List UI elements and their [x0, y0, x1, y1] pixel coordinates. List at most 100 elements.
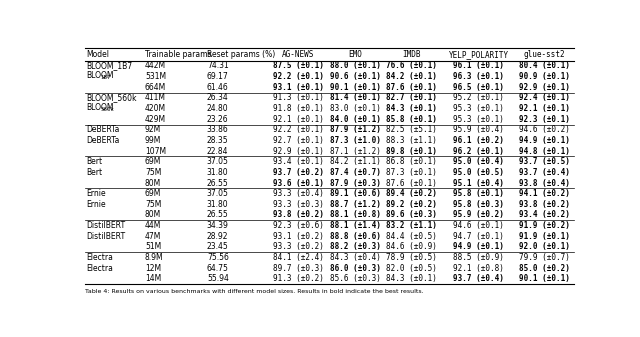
Text: 92.9 (±0.1): 92.9 (±0.1) [519, 83, 570, 92]
Text: 93.3 (±0.4): 93.3 (±0.4) [273, 189, 324, 198]
Text: 84.3 (±0.1): 84.3 (±0.1) [387, 104, 437, 113]
Text: 84.6 (±0.9): 84.6 (±0.9) [387, 242, 437, 251]
Text: 82.0 (±0.5): 82.0 (±0.5) [387, 264, 437, 273]
Text: 24.80: 24.80 [207, 104, 228, 113]
Text: 89.4 (±0.2): 89.4 (±0.2) [387, 189, 437, 198]
Text: BLOOM_1B7: BLOOM_1B7 [86, 61, 132, 70]
Text: 79.9 (±0.7): 79.9 (±0.7) [519, 253, 570, 262]
Text: 93.4 (±0.2): 93.4 (±0.2) [519, 210, 570, 219]
Text: 92.3 (±0.6): 92.3 (±0.6) [273, 221, 324, 230]
Text: 61.46: 61.46 [207, 83, 228, 92]
Text: 88.2 (±0.3): 88.2 (±0.3) [330, 242, 381, 251]
Text: 14M: 14M [145, 274, 161, 283]
Text: 86.0 (±0.3): 86.0 (±0.3) [330, 264, 381, 273]
Text: 84.1 (±2.4): 84.1 (±2.4) [273, 253, 324, 262]
Text: DeBERTa: DeBERTa [86, 125, 120, 134]
Text: 92.2 (±0.1): 92.2 (±0.1) [273, 125, 324, 134]
Text: 87.6 (±0.1): 87.6 (±0.1) [387, 179, 437, 187]
Text: 93.1 (±0.2): 93.1 (±0.2) [273, 232, 324, 241]
Text: 93.3 (±0.3): 93.3 (±0.3) [273, 200, 324, 209]
Text: 92.1 (±0.1): 92.1 (±0.1) [519, 104, 570, 113]
Text: 22.84: 22.84 [207, 147, 228, 156]
Text: 89.6 (±0.3): 89.6 (±0.3) [387, 210, 437, 219]
Text: 95.0 (±0.5): 95.0 (±0.5) [454, 168, 504, 177]
Text: 23.26: 23.26 [207, 115, 228, 124]
Text: 91.9 (±0.2): 91.9 (±0.2) [519, 221, 570, 230]
Text: 75.56: 75.56 [207, 253, 228, 262]
Text: 93.4 (±0.1): 93.4 (±0.1) [273, 157, 324, 166]
Text: 95.9 (±0.2): 95.9 (±0.2) [454, 210, 504, 219]
Text: 80M: 80M [145, 179, 161, 187]
Text: 12M: 12M [145, 264, 161, 273]
Text: 95.3 (±0.1): 95.3 (±0.1) [454, 104, 504, 113]
Text: Model: Model [86, 50, 109, 59]
Text: 80M: 80M [145, 210, 161, 219]
Text: Electra: Electra [86, 253, 113, 262]
Text: 93.7 (±0.5): 93.7 (±0.5) [519, 157, 570, 166]
Text: 34.39: 34.39 [207, 221, 228, 230]
Text: 96.1 (±0.1): 96.1 (±0.1) [454, 61, 504, 70]
Text: 92.1 (±0.8): 92.1 (±0.8) [454, 264, 504, 273]
Text: Trainable params: Trainable params [145, 50, 211, 59]
Text: 1B7: 1B7 [100, 75, 111, 80]
Text: 86.8 (±0.1): 86.8 (±0.1) [387, 157, 437, 166]
Text: 55.94: 55.94 [207, 274, 228, 283]
Text: 95.1 (±0.4): 95.1 (±0.4) [454, 179, 504, 187]
Text: 33.86: 33.86 [207, 125, 228, 134]
Text: 26.55: 26.55 [207, 210, 228, 219]
Text: 87.5 (±0.1): 87.5 (±0.1) [273, 61, 324, 70]
Text: 26.34: 26.34 [207, 93, 228, 102]
Text: Ernie: Ernie [86, 200, 106, 209]
Text: 95.9 (±0.4): 95.9 (±0.4) [454, 125, 504, 134]
Text: 96.2 (±0.1): 96.2 (±0.1) [454, 147, 504, 156]
Text: 90.1 (±0.1): 90.1 (±0.1) [330, 83, 381, 92]
Text: Table 4: Results on various benchmarks with different model sizes. Results in bo: Table 4: Results on various benchmarks w… [85, 289, 424, 294]
Text: 78.9 (±0.5): 78.9 (±0.5) [387, 253, 437, 262]
Text: 87.9 (±1.2): 87.9 (±1.2) [330, 125, 381, 134]
Text: 82.7 (±0.1): 82.7 (±0.1) [387, 93, 437, 102]
Text: 85.8 (±0.1): 85.8 (±0.1) [387, 115, 437, 124]
Text: 84.3 (±0.1): 84.3 (±0.1) [387, 274, 437, 283]
Text: 85.6 (±0.3): 85.6 (±0.3) [330, 274, 381, 283]
Text: AG-NEWS: AG-NEWS [282, 50, 314, 59]
Text: 99M: 99M [145, 136, 161, 145]
Text: 88.0 (±0.1): 88.0 (±0.1) [330, 61, 381, 70]
Text: 8.9M: 8.9M [145, 253, 164, 262]
Text: 88.8 (±0.6): 88.8 (±0.6) [330, 232, 381, 241]
Text: 93.8 (±0.4): 93.8 (±0.4) [519, 179, 570, 187]
Text: 96.1 (±0.2): 96.1 (±0.2) [454, 136, 504, 145]
Text: 90.9 (±0.1): 90.9 (±0.1) [519, 72, 570, 81]
Text: 93.1 (±0.1): 93.1 (±0.1) [273, 83, 324, 92]
Text: Electra: Electra [86, 264, 113, 273]
Text: 94.6 (±0.2): 94.6 (±0.2) [519, 125, 570, 134]
Text: DistilBERT: DistilBERT [86, 232, 125, 241]
Text: 28.35: 28.35 [207, 136, 228, 145]
Text: BLOOM: BLOOM [86, 103, 114, 112]
Text: 83.0 (±0.1): 83.0 (±0.1) [330, 104, 381, 113]
Text: 107M: 107M [145, 147, 166, 156]
Text: 95.2 (±0.1): 95.2 (±0.1) [454, 93, 504, 102]
Text: 87.4 (±0.7): 87.4 (±0.7) [330, 168, 381, 177]
Text: 92.2 (±0.1): 92.2 (±0.1) [273, 72, 324, 81]
Text: 95.0 (±0.4): 95.0 (±0.4) [454, 157, 504, 166]
Text: 92.4 (±0.1): 92.4 (±0.1) [519, 93, 570, 102]
Text: BLOOM: BLOOM [86, 71, 114, 80]
Text: 47M: 47M [145, 232, 161, 241]
Text: 92.7 (±0.1): 92.7 (±0.1) [273, 136, 324, 145]
Text: 89.7 (±0.3): 89.7 (±0.3) [273, 264, 324, 273]
Text: 23.45: 23.45 [207, 242, 228, 251]
Text: 88.3 (±1.1): 88.3 (±1.1) [387, 136, 437, 145]
Text: 84.2 (±1.1): 84.2 (±1.1) [330, 157, 381, 166]
Text: 531M: 531M [145, 72, 166, 81]
Text: 94.6 (±0.1): 94.6 (±0.1) [454, 221, 504, 230]
Text: 88.1 (±1.4): 88.1 (±1.4) [330, 221, 381, 230]
Text: EMO: EMO [348, 50, 362, 59]
Text: 84.2 (±0.1): 84.2 (±0.1) [387, 72, 437, 81]
Text: 442M: 442M [145, 61, 166, 70]
Text: 87.3 (±1.0): 87.3 (±1.0) [330, 136, 381, 145]
Text: 84.4 (±0.5): 84.4 (±0.5) [387, 232, 437, 241]
Text: 93.8 (±0.2): 93.8 (±0.2) [519, 200, 570, 209]
Text: 93.3 (±0.2): 93.3 (±0.2) [273, 242, 324, 251]
Text: 93.7 (±0.4): 93.7 (±0.4) [454, 274, 504, 283]
Text: 87.1 (±1.2): 87.1 (±1.2) [330, 147, 381, 156]
